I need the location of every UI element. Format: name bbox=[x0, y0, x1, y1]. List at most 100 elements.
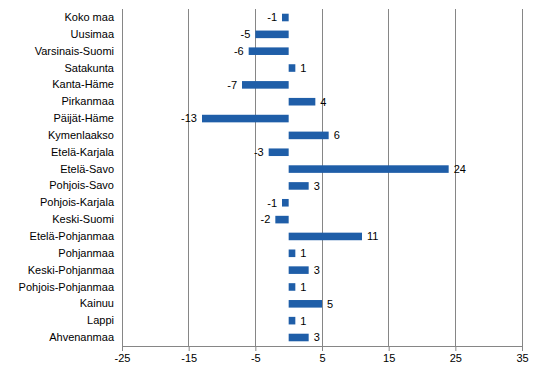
x-axis: -25 -15 -5 5 15 25 35 bbox=[115, 346, 529, 364]
tick: Uusimaa bbox=[71, 28, 122, 40]
category-label: Etelä-Pohjanmaa bbox=[30, 230, 115, 242]
tick-label: 15 bbox=[383, 352, 395, 364]
chart: -25-15-55152535Koko maaUusimaaVarsinais-… bbox=[0, 0, 546, 376]
tick: Ahvenanmaa bbox=[49, 331, 122, 343]
grid-line bbox=[255, 9, 256, 346]
data-label: 1 bbox=[300, 315, 306, 327]
tick: 5 bbox=[319, 346, 325, 364]
category-label: Pohjois-Pohjanmaa bbox=[19, 280, 115, 292]
data-label: -6 bbox=[234, 45, 244, 57]
tick: Etelä-Karjala bbox=[51, 146, 122, 158]
category-label: Kainuu bbox=[80, 297, 114, 309]
category-label: Koko maa bbox=[64, 11, 114, 23]
tick: Keski-Pohjanmaa bbox=[28, 264, 122, 276]
tick: -15 bbox=[181, 346, 197, 364]
tick: Satakunta bbox=[64, 62, 122, 74]
plot: -25-15-55152535Koko maaUusimaaVarsinais-… bbox=[19, 9, 529, 364]
bar bbox=[289, 165, 449, 173]
data-label: -2 bbox=[261, 213, 271, 225]
data-label: 1 bbox=[300, 247, 306, 259]
category-label: Ahvenanmaa bbox=[49, 331, 115, 343]
tick-mark bbox=[522, 346, 523, 351]
category-label: Pirkanmaa bbox=[61, 95, 114, 107]
category-label: Uusimaa bbox=[71, 28, 115, 40]
data-label: -13 bbox=[181, 112, 197, 124]
data-label: 11 bbox=[367, 230, 378, 242]
bar bbox=[289, 300, 322, 308]
data-label: -7 bbox=[227, 79, 237, 91]
tick-mark bbox=[455, 346, 456, 351]
bar bbox=[289, 98, 316, 106]
bar bbox=[282, 14, 289, 22]
tick: Etelä-Savo bbox=[60, 163, 122, 175]
bar bbox=[289, 334, 309, 342]
data-label: 3 bbox=[314, 264, 320, 276]
bar bbox=[255, 31, 288, 39]
tick: Pohjanmaa bbox=[58, 247, 122, 259]
category-label: Keski-Pohjanmaa bbox=[28, 264, 115, 276]
grid-line bbox=[122, 9, 123, 346]
tick: Päijät-Häme bbox=[53, 112, 122, 124]
grid-line bbox=[322, 9, 323, 346]
category-label: Pohjois-Karjala bbox=[40, 196, 115, 208]
tick-mark bbox=[389, 346, 390, 351]
tick: Etelä-Pohjanmaa bbox=[30, 230, 122, 242]
category-label: Kymenlaakso bbox=[48, 129, 114, 141]
bar bbox=[269, 148, 289, 156]
grid-line bbox=[455, 9, 456, 346]
tick-label: 25 bbox=[450, 352, 462, 364]
tick-label: 5 bbox=[319, 352, 325, 364]
bar bbox=[289, 64, 296, 72]
category-label: Keski-Suomi bbox=[52, 213, 114, 225]
tick: Kainuu bbox=[80, 297, 122, 309]
bar bbox=[289, 266, 309, 274]
bar bbox=[289, 233, 362, 241]
data-label: -5 bbox=[241, 28, 251, 40]
grid-line bbox=[388, 9, 389, 346]
data-label: -1 bbox=[267, 11, 277, 23]
bar bbox=[242, 81, 289, 89]
tick-label: -5 bbox=[251, 352, 261, 364]
category-label: Etelä-Savo bbox=[60, 163, 114, 175]
category-label: Lappi bbox=[87, 314, 114, 326]
tick-mark bbox=[322, 346, 323, 351]
bar bbox=[275, 216, 288, 224]
category-label: Pohjanmaa bbox=[58, 247, 115, 259]
grid-line bbox=[522, 9, 523, 346]
tick-label: 35 bbox=[516, 352, 528, 364]
tick: -5 bbox=[251, 346, 261, 364]
tick-mark bbox=[189, 346, 190, 351]
y-axis: Koko maaUusimaaVarsinais-SuomiSatakuntaK… bbox=[19, 11, 122, 343]
data-label: 3 bbox=[314, 331, 320, 343]
data-label: 24 bbox=[454, 163, 466, 175]
data-label: 3 bbox=[314, 180, 320, 192]
tick: Pohjois-Pohjanmaa bbox=[19, 280, 122, 292]
tick: Koko maa bbox=[64, 11, 122, 23]
data-label: -3 bbox=[254, 146, 264, 158]
data-label: 5 bbox=[327, 298, 333, 310]
tick-mark bbox=[255, 346, 256, 351]
data-labels: -1-5-61-74-136-3243-1-211131513 bbox=[181, 11, 466, 343]
grid-line bbox=[188, 9, 189, 346]
tick: -25 bbox=[115, 346, 131, 364]
data-label: 4 bbox=[320, 96, 326, 108]
bar bbox=[289, 182, 309, 190]
category-label: Pohjois-Savo bbox=[49, 179, 114, 191]
bar bbox=[282, 199, 289, 207]
data-label: 1 bbox=[300, 62, 306, 74]
bar bbox=[202, 115, 289, 123]
tick: Pohjois-Savo bbox=[49, 179, 122, 191]
tick-mark bbox=[122, 346, 123, 351]
bar bbox=[289, 249, 296, 257]
bar bbox=[289, 132, 329, 140]
bar bbox=[289, 317, 296, 325]
bar bbox=[289, 283, 296, 291]
tick: Lappi bbox=[87, 314, 122, 326]
tick: 15 bbox=[383, 346, 395, 364]
category-label: Päijät-Häme bbox=[53, 112, 114, 124]
tick: 35 bbox=[516, 346, 528, 364]
data-label: -1 bbox=[267, 197, 277, 209]
tick: 25 bbox=[450, 346, 462, 364]
bars bbox=[202, 14, 449, 342]
grid bbox=[122, 9, 522, 346]
